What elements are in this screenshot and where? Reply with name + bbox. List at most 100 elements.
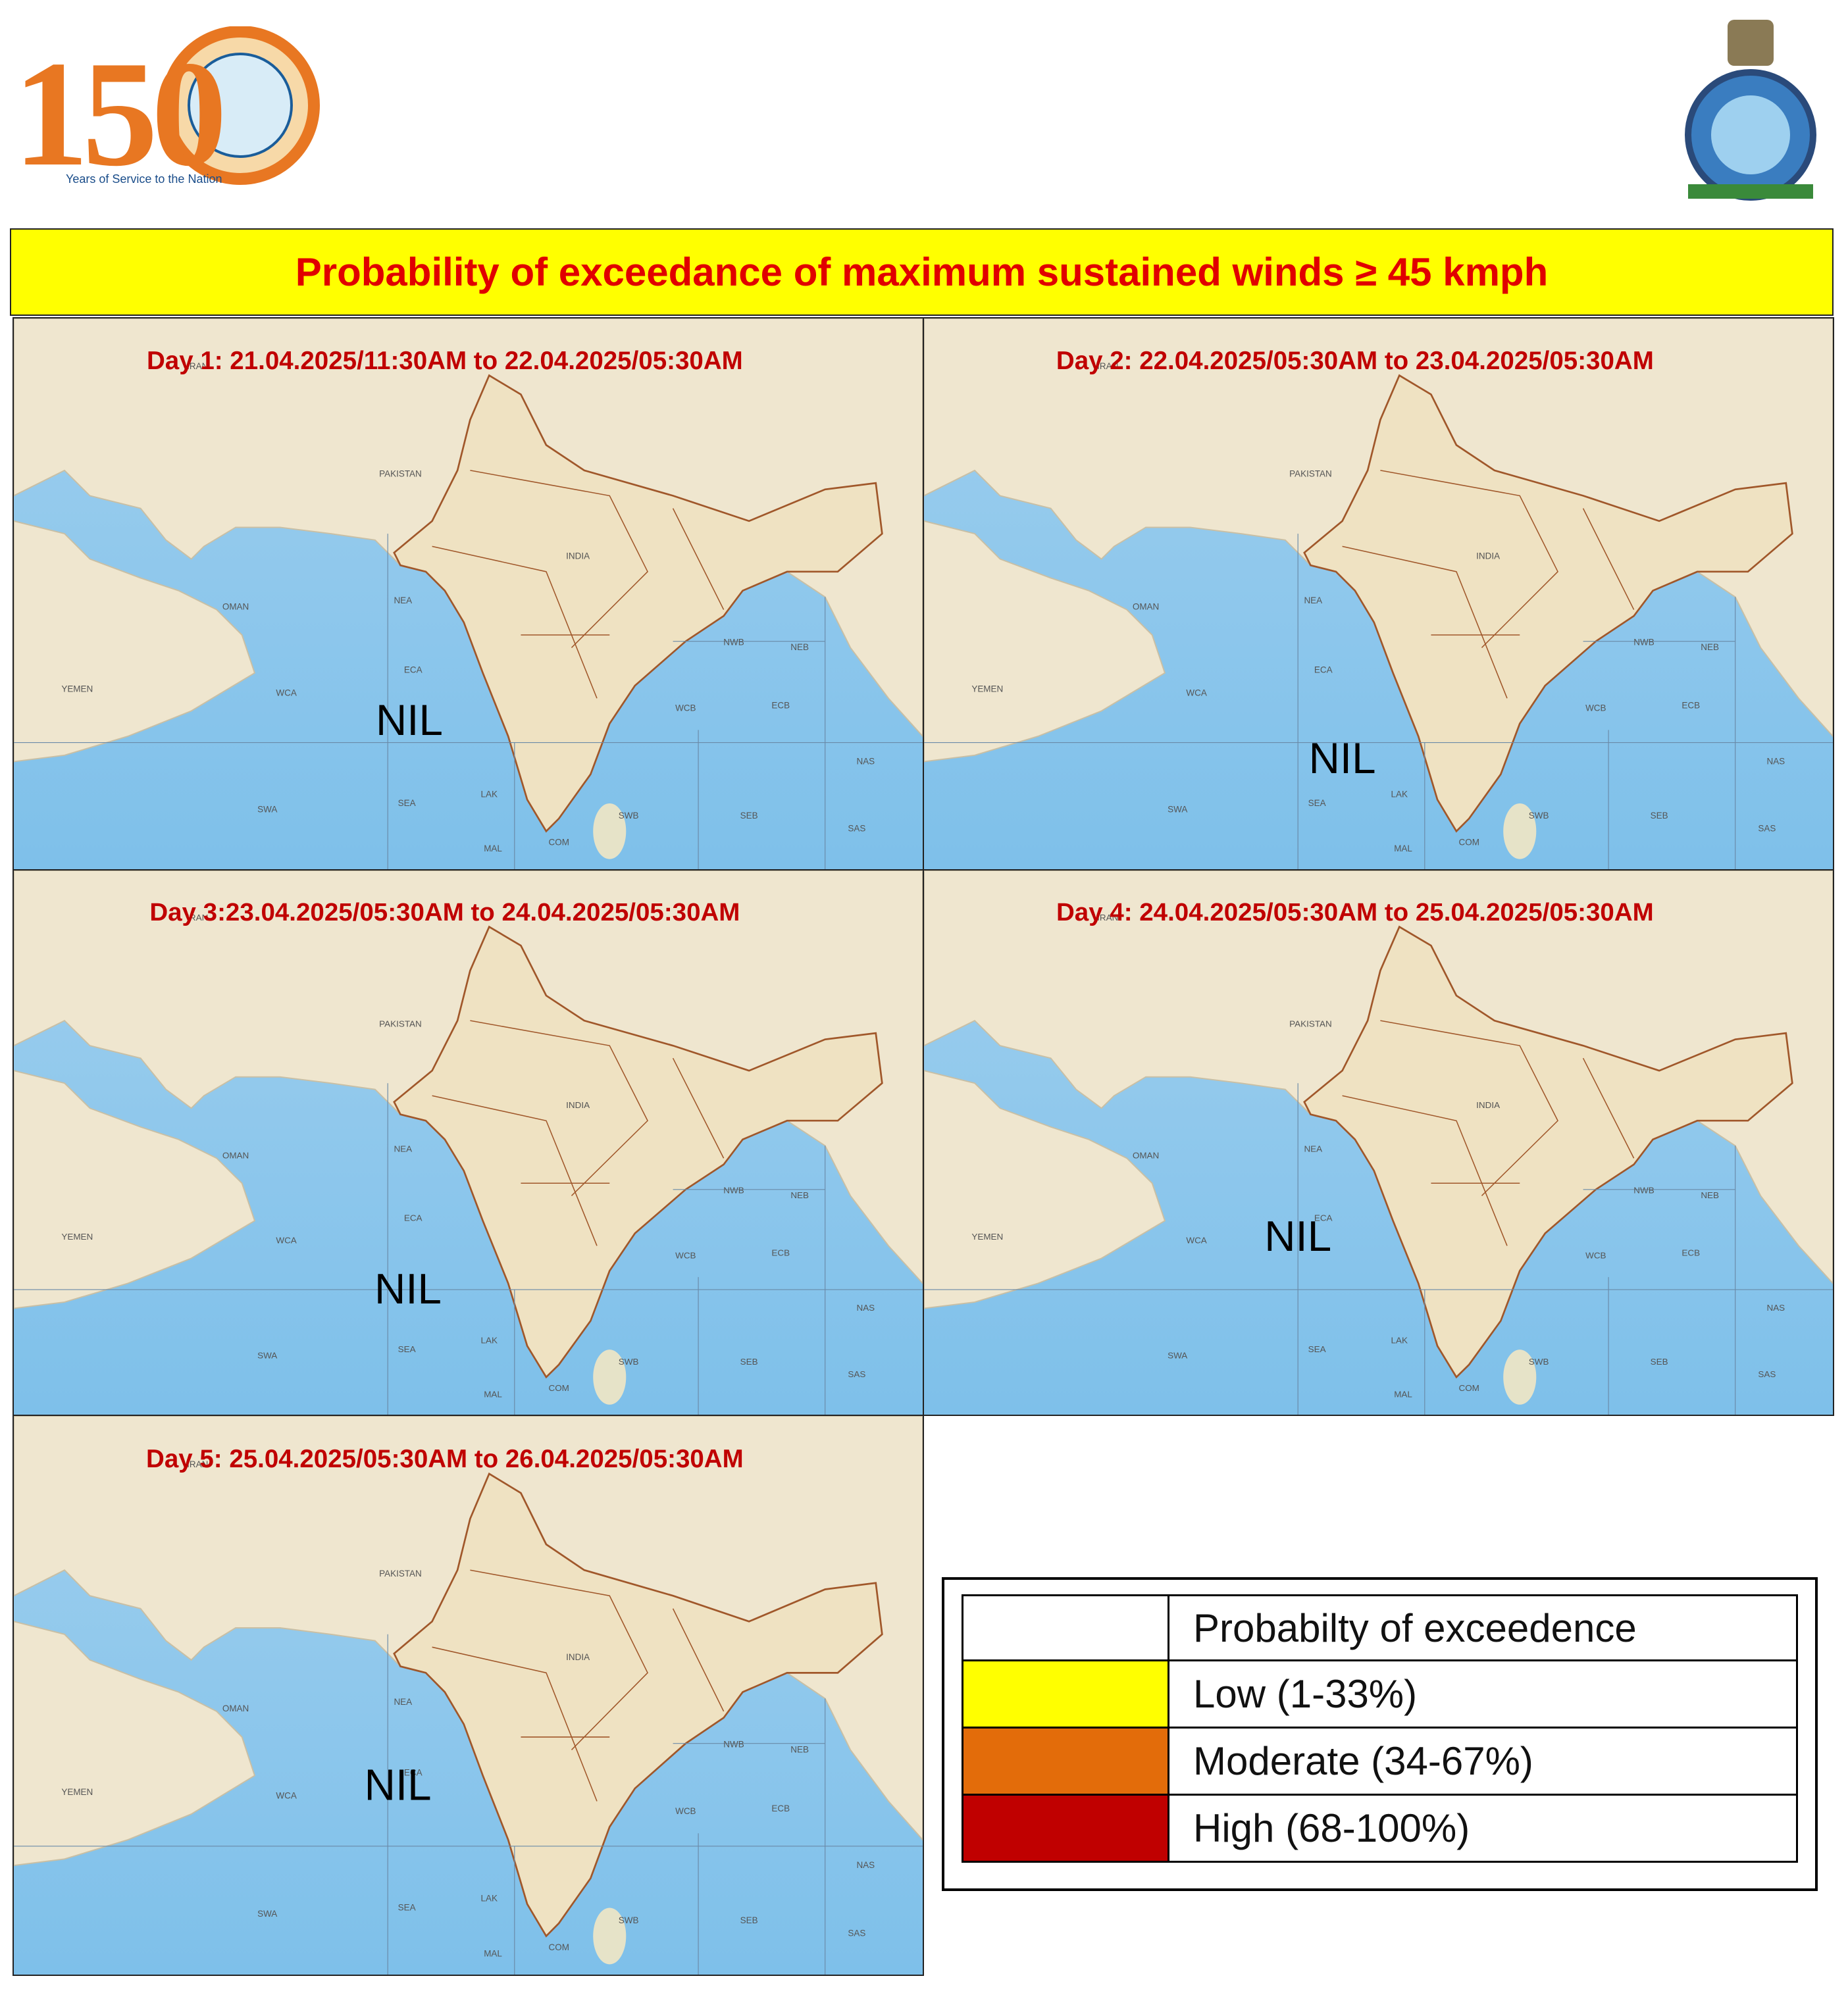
state-borders xyxy=(1342,470,1635,699)
map-label: ECB xyxy=(771,1804,790,1813)
map-label: IRAN xyxy=(187,913,208,922)
panel-status: NIL xyxy=(374,1265,442,1313)
map-label: MAL xyxy=(1394,1389,1412,1399)
map-label: SWB xyxy=(1529,1357,1549,1367)
india-outline xyxy=(393,925,883,1379)
sea-zones xyxy=(924,534,1833,869)
sea-zones xyxy=(14,1083,923,1415)
map-label: SWB xyxy=(619,1357,639,1367)
map-label: SAS xyxy=(848,1928,865,1938)
imd-base xyxy=(1688,184,1813,199)
panel-status: NIL xyxy=(365,1760,432,1809)
title-bar: Probability of exceedance of maximum sus… xyxy=(10,228,1834,316)
logo-number: 150 xyxy=(13,30,222,191)
map-label: SEA xyxy=(1308,1344,1326,1354)
map-label: WCB xyxy=(675,703,696,713)
map-label: WCB xyxy=(675,1806,696,1816)
india-outline xyxy=(393,374,883,833)
map-label: NEA xyxy=(1304,1144,1322,1154)
map-label: OMAN xyxy=(1133,602,1159,612)
map-label: ECA xyxy=(404,1213,423,1223)
panel-title: Day 4: 24.04.2025/05:30AM to 25.04.2025/… xyxy=(1056,898,1654,926)
map-label: WCB xyxy=(1585,1250,1606,1260)
map-label: WCA xyxy=(276,1791,297,1801)
map-label: SEA xyxy=(398,1902,417,1912)
map-label: SAS xyxy=(848,1369,865,1379)
state-borders xyxy=(432,470,725,699)
map-label: IRAN xyxy=(187,1459,208,1469)
sri-lanka xyxy=(593,1350,627,1405)
map-label: NEA xyxy=(394,595,412,605)
emblem-globe xyxy=(188,53,293,158)
map-label: YEMEN xyxy=(61,684,93,694)
sri-lanka xyxy=(593,803,627,859)
india-outline xyxy=(393,1472,883,1938)
map-label: LAK xyxy=(1391,1336,1408,1346)
map-label: NAS xyxy=(856,756,875,766)
map-label: COM xyxy=(1459,1383,1479,1393)
land xyxy=(14,1070,256,1309)
map-label: WCA xyxy=(1186,688,1206,697)
map-label: WCA xyxy=(1186,1236,1206,1246)
map-label: INDIA xyxy=(566,1100,590,1110)
map-label: WCB xyxy=(1585,703,1606,713)
map-label: WCB xyxy=(675,1250,696,1260)
map: IRAN PAKISTAN INDIA OMAN YEMEN NEA ECA WCA SWA SE… xyxy=(924,318,1833,869)
map-label: INDIA xyxy=(1476,551,1500,561)
state-borders xyxy=(432,1569,725,1802)
map-label: NEB xyxy=(790,1744,809,1754)
map-label: OMAN xyxy=(222,1704,249,1713)
land xyxy=(14,520,256,763)
emblem-top xyxy=(1728,20,1774,66)
map-label: PAKISTAN xyxy=(379,1569,422,1578)
india-outline xyxy=(1303,374,1793,833)
map-label: YEMEN xyxy=(61,1787,93,1797)
map-label: INDIA xyxy=(566,551,590,561)
map-panel: IRAN PAKISTAN INDIA OMAN YEMEN NEA ECA WCA SWA SE… xyxy=(13,317,924,871)
map-label: NEB xyxy=(790,642,809,652)
map-label: PAKISTAN xyxy=(379,1019,422,1029)
map-label: SEB xyxy=(1651,1357,1668,1367)
map-label: MAL xyxy=(484,1949,502,1959)
map-panel: IRAN PAKISTAN INDIA OMAN YEMEN NEA ECA WCA SWA SE… xyxy=(13,869,924,1416)
legend-label: High (68-100%) xyxy=(1193,1806,1470,1850)
legend-row: Low (1-33%) xyxy=(962,1661,1798,1729)
map-label: YEMEN xyxy=(971,684,1003,694)
legend: Probabilty of exceedence Low (1-33%) Moder… xyxy=(942,1577,1818,1891)
map-label: COM xyxy=(548,837,569,847)
legend-header-row: Probabilty of exceedence xyxy=(962,1594,1798,1661)
land xyxy=(14,1621,256,1867)
map-label: NEB xyxy=(1701,1190,1719,1200)
map-label: SAS xyxy=(1758,823,1776,833)
legend-label: Low (1-33%) xyxy=(1193,1672,1418,1716)
map-label: MAL xyxy=(484,844,502,853)
map-label: ECA xyxy=(1314,665,1333,675)
map-label: OMAN xyxy=(1133,1150,1159,1160)
legend-swatch xyxy=(963,1796,1169,1861)
map-label: NEB xyxy=(1701,642,1719,652)
map-label: LAK xyxy=(481,789,498,799)
state-borders xyxy=(1342,1020,1635,1246)
panel-status: NIL xyxy=(376,696,443,744)
map-label: PAKISTAN xyxy=(379,469,422,479)
map-label: SWA xyxy=(257,1909,278,1919)
map-label: INDIA xyxy=(566,1652,590,1662)
map: IRAN PAKISTAN INDIA OMAN YEMEN NEA ECA WCA SWA SE… xyxy=(14,318,923,869)
state-borders xyxy=(432,1020,725,1246)
map-label: LAK xyxy=(1391,789,1408,799)
map-label: NWB xyxy=(1633,1186,1654,1196)
map-panel: IRAN PAKISTAN INDIA OMAN YEMEN NEA ECA WCA SWA SE… xyxy=(923,317,1834,871)
map-label: IRAN xyxy=(187,361,208,371)
map-label: SWB xyxy=(1529,811,1549,821)
map-label: YEMEN xyxy=(971,1232,1003,1242)
logo-150: 150 Years of Service to the Nation xyxy=(13,26,322,197)
map-label: PAKISTAN xyxy=(1289,1019,1332,1029)
map-label: LAK xyxy=(481,1336,498,1346)
map-label: COM xyxy=(549,1383,569,1393)
map-label: LAK xyxy=(481,1894,498,1904)
land xyxy=(924,1070,1166,1309)
map-label: NAS xyxy=(856,1860,875,1870)
map-label: IRAN xyxy=(1097,913,1118,922)
logo-graphic: 150 Years of Service to the Nation xyxy=(13,26,320,197)
